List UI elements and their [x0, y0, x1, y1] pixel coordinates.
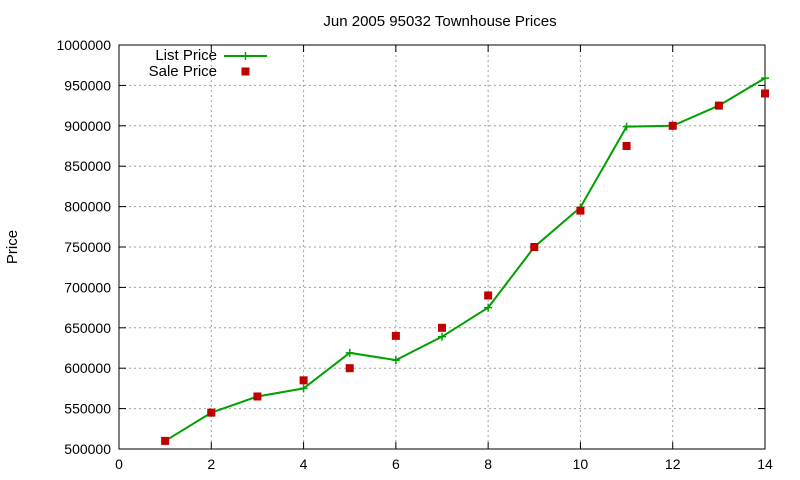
legend-label-list-price: List Price — [155, 47, 217, 64]
x-tick-label: 2 — [207, 456, 215, 472]
y-tick-label: 500000 — [64, 441, 111, 457]
legend-marker-sale-price — [241, 67, 250, 76]
y-axis-label: Price — [4, 230, 21, 264]
sale-price-point — [438, 323, 446, 332]
legend-marker-list-price — [241, 52, 250, 60]
axis-ticks: 500000 550000 600000 650000 700000 750000 8000… — [56, 37, 773, 472]
x-tick-label: 12 — [665, 456, 681, 472]
y-tick-label: 1000000 — [56, 37, 111, 53]
list-price-line — [164, 77, 766, 442]
x-tick-label: 6 — [392, 456, 400, 472]
list-price-point — [438, 332, 446, 341]
sale-price-point — [253, 392, 262, 401]
sale-price-point — [207, 408, 216, 417]
sale-price-point — [668, 121, 677, 130]
chart-title: Jun 2005 95032 Townhouse Prices — [323, 13, 556, 30]
y-tick-label: 950000 — [64, 77, 111, 93]
y-tick-label: 900000 — [64, 118, 111, 134]
y-tick-label: 850000 — [64, 158, 111, 174]
sale-price-point — [530, 243, 539, 251]
list-price-point — [345, 348, 354, 357]
sale-price-point — [576, 206, 585, 215]
sale-price-point — [714, 101, 723, 110]
x-tick-label: 10 — [573, 456, 589, 472]
legend-label-sale-price: Sale Price — [149, 63, 217, 80]
list-price-point — [484, 303, 493, 312]
sale-price-point — [299, 376, 308, 385]
x-tick-label: 4 — [300, 456, 308, 472]
x-tick-label: 14 — [757, 456, 773, 472]
grid-lines — [119, 45, 765, 449]
plot-frame — [118, 44, 766, 450]
sale-price-point — [622, 142, 631, 150]
list-price-point — [299, 384, 308, 393]
list-price-point — [391, 356, 400, 365]
list-price-point — [622, 122, 631, 131]
y-tick-label: 600000 — [64, 360, 111, 376]
y-tick-label: 700000 — [64, 279, 111, 295]
series-layer — [161, 74, 769, 445]
list-price-point — [761, 74, 769, 83]
y-tick-label: 650000 — [64, 320, 111, 336]
legend: List Price Sale Price — [149, 47, 267, 80]
y-tick-label: 550000 — [64, 401, 111, 417]
x-tick-label: 8 — [484, 456, 492, 472]
sale-price-point — [161, 436, 170, 445]
sale-price-point — [391, 331, 400, 340]
sale-price-point — [484, 291, 493, 300]
sale-price-point — [345, 364, 354, 373]
y-tick-label: 800000 — [64, 199, 111, 215]
x-tick-label: 0 — [115, 456, 123, 472]
y-tick-label: 750000 — [64, 239, 111, 255]
sale-price-point — [761, 89, 769, 98]
